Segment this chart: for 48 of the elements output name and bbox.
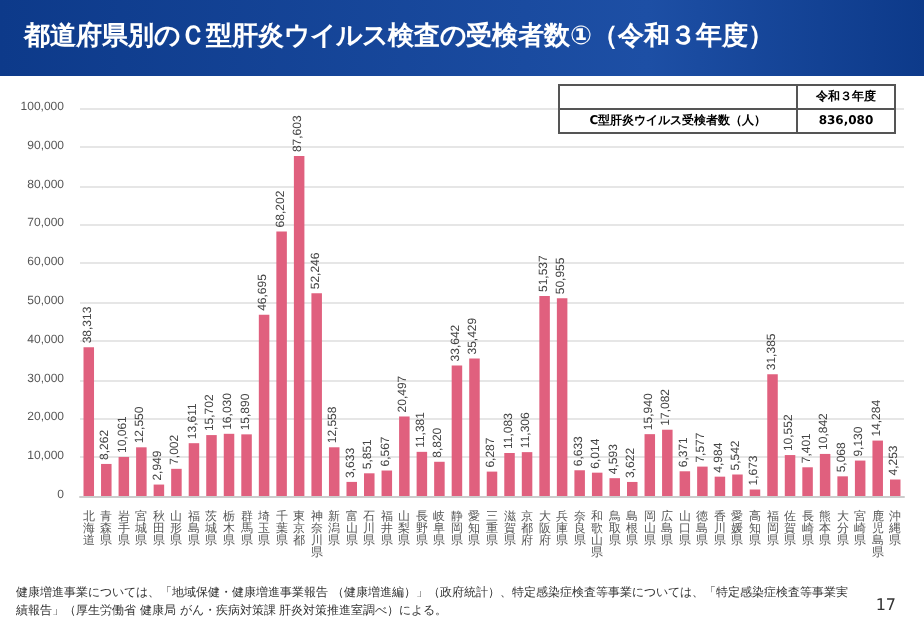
bar — [556, 298, 568, 496]
bar — [83, 347, 95, 496]
bar — [451, 365, 463, 496]
bar — [732, 474, 743, 496]
bar — [469, 358, 480, 496]
bar — [381, 470, 393, 496]
bar — [118, 456, 130, 496]
bar — [609, 478, 620, 496]
bar — [574, 470, 585, 496]
bar — [311, 293, 322, 496]
bar — [328, 447, 340, 496]
bar — [206, 435, 217, 496]
bar — [504, 453, 515, 496]
chart-title: 都道府県別のＣ型肝炎ウイルス検査の受検者数①（令和３年度） — [0, 0, 924, 76]
bar — [434, 461, 445, 496]
bar — [802, 467, 813, 496]
bar — [697, 466, 708, 496]
bar — [346, 481, 357, 496]
bar — [644, 434, 656, 496]
bar — [416, 451, 428, 496]
bar — [714, 476, 726, 496]
bar — [188, 443, 200, 496]
bar — [784, 455, 796, 496]
bar — [819, 453, 831, 496]
bar — [364, 473, 375, 496]
bar — [521, 452, 533, 496]
bar — [153, 484, 165, 496]
bar — [854, 460, 866, 496]
bar — [591, 472, 603, 496]
bar — [136, 447, 147, 496]
bar — [293, 156, 305, 496]
bar — [258, 314, 270, 496]
bar — [662, 429, 673, 496]
bar — [486, 471, 498, 496]
bar — [276, 231, 287, 496]
bar — [171, 468, 182, 496]
bar — [101, 463, 112, 496]
bar — [889, 479, 901, 496]
bar — [872, 440, 883, 496]
bar — [767, 374, 778, 496]
bar — [679, 471, 691, 496]
bar — [241, 434, 252, 496]
bar — [627, 481, 638, 496]
bar — [223, 433, 235, 496]
bar — [539, 296, 550, 496]
text: 17 — [875, 596, 896, 614]
bar — [399, 416, 410, 496]
bar — [837, 476, 848, 496]
